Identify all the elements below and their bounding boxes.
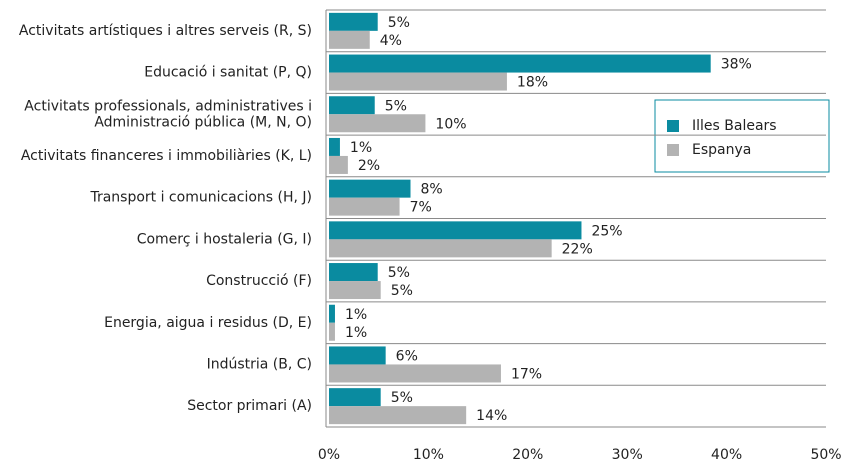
bar (329, 197, 400, 216)
value-label: 1% (345, 325, 367, 341)
legend-swatch (667, 120, 679, 132)
bar (329, 114, 426, 133)
bar (329, 72, 507, 91)
bar (329, 364, 501, 383)
bar (329, 179, 411, 198)
legend-label: Illes Balears (692, 118, 777, 134)
value-label: 5% (388, 15, 410, 31)
category-label: Indústria (B, C) (207, 356, 312, 372)
bar (329, 155, 348, 174)
value-label: 25% (591, 223, 622, 239)
category-label: Construcció (F) (206, 273, 312, 289)
legend-swatch (667, 144, 679, 156)
x-tick-label: 20% (512, 447, 543, 463)
value-label: 2% (358, 158, 380, 174)
value-label: 5% (385, 98, 407, 114)
legend-label: Espanya (692, 142, 751, 158)
bar (329, 406, 467, 425)
value-label: 38% (721, 57, 752, 73)
bar (329, 322, 335, 341)
category-label: Educació i sanitat (P, Q) (144, 65, 312, 81)
bar (329, 96, 375, 115)
value-label: 5% (391, 390, 413, 406)
value-label: 1% (345, 307, 367, 323)
category-label: Energia, aigua i residus (D, E) (104, 315, 312, 331)
bar (329, 12, 378, 31)
x-tick-label: 50% (810, 447, 841, 463)
value-label: 4% (380, 33, 402, 49)
category-label: Activitats professionals, administrative… (24, 98, 312, 130)
category-label: Activitats financeres i immobiliàries (K… (21, 148, 312, 164)
value-label: 17% (511, 366, 542, 382)
category-label: Activitats artístiques i altres serveis … (19, 23, 312, 39)
bar (329, 346, 386, 365)
bar (329, 388, 381, 407)
value-label: 18% (517, 75, 548, 91)
x-tick-label: 0% (318, 447, 340, 463)
x-tick-label: 10% (413, 447, 444, 463)
value-label: 8% (421, 182, 443, 198)
category-label: Sector primari (A) (187, 398, 312, 414)
value-label: 6% (396, 348, 418, 364)
value-label: 5% (391, 283, 413, 299)
bar (329, 54, 711, 73)
value-label: 5% (388, 265, 410, 281)
value-label: 7% (410, 200, 432, 216)
value-label: 14% (476, 408, 507, 424)
x-tick-label: 40% (711, 447, 742, 463)
bar (329, 221, 582, 240)
x-tick-label: 30% (612, 447, 643, 463)
category-label: Comerç i hostaleria (G, I) (137, 231, 312, 247)
bar (329, 304, 335, 323)
legend-box (654, 99, 830, 173)
bar (329, 30, 370, 49)
bar (329, 281, 381, 300)
category-label: Transport i comunicacions (H, J) (89, 190, 312, 206)
bar (329, 263, 378, 282)
value-label: 22% (562, 241, 593, 257)
bar (329, 239, 552, 258)
legend: Illes Balears Espanya (654, 99, 830, 173)
bar (329, 137, 340, 156)
value-label: 1% (350, 140, 372, 156)
value-label: 10% (435, 116, 466, 132)
